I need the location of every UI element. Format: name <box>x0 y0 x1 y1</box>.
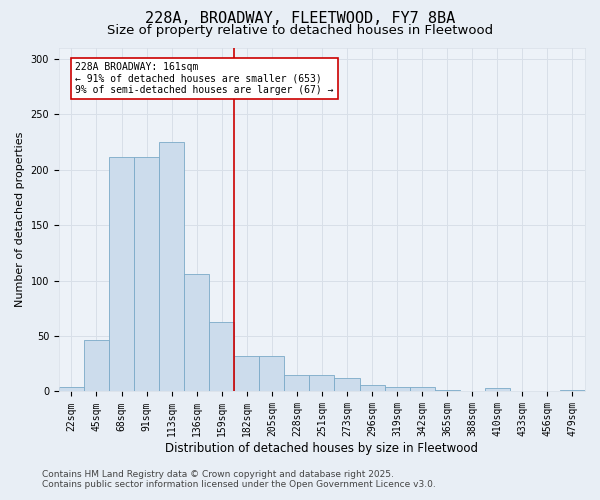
Bar <box>209 322 234 392</box>
Text: 228A, BROADWAY, FLEETWOOD, FY7 8BA: 228A, BROADWAY, FLEETWOOD, FY7 8BA <box>145 11 455 26</box>
Text: 228A BROADWAY: 161sqm
← 91% of detached houses are smaller (653)
9% of semi-deta: 228A BROADWAY: 161sqm ← 91% of detached … <box>75 62 334 95</box>
Bar <box>385 387 410 392</box>
Bar <box>485 388 510 392</box>
Bar <box>134 158 159 392</box>
Bar <box>234 356 259 392</box>
X-axis label: Distribution of detached houses by size in Fleetwood: Distribution of detached houses by size … <box>166 442 478 455</box>
Bar <box>184 274 209 392</box>
Bar <box>560 390 585 392</box>
Bar <box>59 387 84 392</box>
Bar <box>259 356 284 392</box>
Bar <box>109 158 134 392</box>
Text: Size of property relative to detached houses in Fleetwood: Size of property relative to detached ho… <box>107 24 493 37</box>
Bar <box>84 340 109 392</box>
Bar <box>359 385 385 392</box>
Bar <box>410 387 434 392</box>
Bar <box>434 390 460 392</box>
Bar <box>159 142 184 392</box>
Bar <box>284 375 310 392</box>
Text: Contains HM Land Registry data © Crown copyright and database right 2025.
Contai: Contains HM Land Registry data © Crown c… <box>42 470 436 489</box>
Bar <box>310 375 334 392</box>
Y-axis label: Number of detached properties: Number of detached properties <box>15 132 25 307</box>
Bar <box>334 378 359 392</box>
